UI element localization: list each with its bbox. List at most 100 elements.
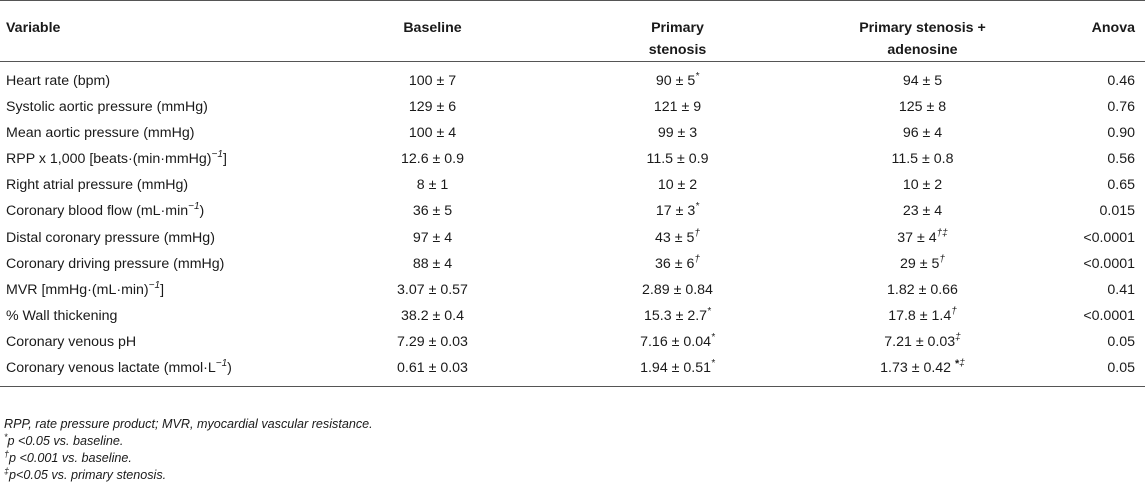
table-row: Right atrial pressure (mmHg) 8 ± 1 10 ± 2 1… (0, 172, 1145, 198)
cell-variable: Distal coronary pressure (mmHg) (0, 224, 310, 250)
cell-variable: Heart rate (bpm) (0, 62, 310, 95)
cell-primary-stenosis: 36 ± 6† (555, 251, 800, 277)
cell-primary-stenosis: 10 ± 2 (555, 172, 800, 198)
footnote-2-mark: † (4, 449, 10, 459)
cell-anova: 0.015 (1099, 203, 1135, 220)
variable-text: Right atrial pressure (mmHg) (6, 177, 189, 194)
table-row: Systolic aortic pressure (mmHg) 129 ± 6 12… (0, 94, 1145, 120)
cell-stenosis-adenosine: 7.21 ± 0.03‡ (800, 329, 1045, 355)
primary-significance-mark: † (694, 227, 700, 239)
cell-variable: Coronary venous lactate (mmol·L−1) (0, 355, 310, 387)
cell-baseline: 38.2 ± 0.4 (400, 307, 464, 324)
cell-baseline: 36 ± 5 (412, 203, 453, 220)
cell-baseline: 97 ± 4 (412, 229, 453, 246)
variable-suffix: ) (199, 203, 205, 220)
header-primary-line2: stenosis (648, 42, 707, 58)
adenosine-value: 125 ± 8 (898, 99, 947, 116)
adenosine-significance-mark: † (951, 305, 957, 317)
primary-value: 15.3 ± 2.7 (644, 307, 708, 324)
cell-primary-stenosis: 11.5 ± 0.9 (555, 146, 800, 172)
table-row: % Wall thickening 38.2 ± 0.4 15.3 ± 2.7* 17… (0, 303, 1145, 329)
cell-stenosis-adenosine: 23 ± 4 (800, 198, 1045, 224)
footnote-abbreviations: RPP, rate pressure product; MVR, myocard… (4, 417, 373, 431)
cell-stenosis-adenosine: 37 ± 4†‡ (800, 224, 1045, 250)
cell-anova: <0.0001 (1083, 307, 1135, 324)
adenosine-significance-mark: ‡ (955, 331, 961, 343)
variable-superscript: −1 (215, 357, 228, 369)
table-row: Mean aortic pressure (mmHg) 100 ± 4 99 ± 3… (0, 120, 1145, 146)
footnote-1-text: p <0.05 vs. baseline. (7, 434, 124, 448)
adenosine-significance-mark: †‡ (936, 227, 948, 239)
variable-suffix: ] (222, 151, 227, 168)
hemodynamics-table: Variable Baseline Primary stenosis Primar… (0, 0, 1145, 387)
cell-variable: Right atrial pressure (mmHg) (0, 172, 310, 198)
variable-text: RPP x 1,000 [beats·(min·mmHg) (6, 151, 212, 168)
primary-value: 99 ± 3 (657, 125, 698, 142)
header-stenosis-adenosine: Primary stenosis + adenosine (800, 1, 1045, 62)
cell-baseline: 7.29 ± 0.03 (397, 333, 468, 350)
cell-primary-stenosis: 17 ± 3* (555, 198, 800, 224)
cell-baseline: 12.6 ± 0.9 (400, 151, 464, 168)
cell-anova: 0.65 (1107, 177, 1135, 194)
footnote-3: ‡p<0.05 vs. primary stenosis. (4, 467, 373, 484)
header-anova: Anova (1091, 20, 1135, 36)
cell-primary-stenosis: 2.89 ± 0.84 (555, 277, 800, 303)
footnote-2-text: p <0.001 vs. baseline. (9, 451, 132, 465)
header-primary-stenosis: Primary stenosis (555, 1, 800, 62)
table-row: MVR [mmHg·(mL·min)−1] 3.07 ± 0.57 2.89 ± 0… (0, 277, 1145, 303)
variable-text: Systolic aortic pressure (mmHg) (6, 99, 208, 116)
table-header-row: Variable Baseline Primary stenosis Primar… (0, 0, 1145, 62)
cell-baseline: 100 ± 4 (408, 125, 457, 142)
variable-text: Coronary driving pressure (mmHg) (6, 255, 225, 272)
cell-primary-stenosis: 43 ± 5† (555, 224, 800, 250)
variable-suffix: ) (227, 359, 232, 376)
cell-variable: % Wall thickening (0, 303, 310, 329)
primary-value: 90 ± 5 (655, 73, 696, 89)
adenosine-value: 17.8 ± 1.4 (888, 307, 952, 324)
adenosine-value: 23 ± 4 (902, 203, 943, 220)
variable-text: Coronary venous pH (6, 333, 137, 350)
header-baseline: Baseline (403, 20, 462, 36)
variable-text: Heart rate (bpm) (6, 73, 111, 89)
variable-text: Coronary venous lactate (mmol·L (6, 359, 216, 376)
table-row: Heart rate (bpm) 100 ± 7 90 ± 5* 94 ± 5 0.46 (0, 62, 1145, 95)
cell-baseline: 0.61 ± 0.03 (397, 359, 468, 376)
adenosine-value: 1.73 ± 0.42 (880, 359, 955, 376)
table-row: Coronary blood flow (mL·min−1) 36 ± 5 17 ±… (0, 198, 1145, 224)
adenosine-significance-mark: ‡ (959, 357, 965, 369)
cell-variable: Mean aortic pressure (mmHg) (0, 120, 310, 146)
cell-variable: MVR [mmHg·(mL·min)−1] (0, 277, 310, 303)
variable-text: Distal coronary pressure (mmHg) (6, 229, 215, 246)
variable-text: Coronary blood flow (mL·min (6, 203, 189, 220)
header-adenosine-line1: Primary stenosis + (859, 20, 986, 36)
cell-stenosis-adenosine: 10 ± 2 (800, 172, 1045, 198)
primary-value: 43 ± 5 (655, 229, 695, 246)
cell-stenosis-adenosine: 1.82 ± 0.66 (800, 277, 1045, 303)
header-variable: Variable (6, 20, 61, 36)
primary-significance-mark: * (695, 71, 700, 82)
adenosine-bold-mark: * (955, 357, 960, 370)
adenosine-value: 29 ± 5 (900, 255, 940, 272)
variable-superscript: −1 (148, 279, 161, 291)
cell-anova: 0.41 (1107, 281, 1135, 298)
adenosine-value: 37 ± 4 (897, 229, 937, 246)
cell-anova: <0.0001 (1083, 229, 1135, 246)
footnote-1-mark: * (4, 432, 8, 442)
variable-text: Mean aortic pressure (mmHg) (6, 125, 195, 142)
cell-baseline: 8 ± 1 (416, 177, 449, 194)
primary-value: 121 ± 9 (653, 99, 702, 116)
primary-value: 1.94 ± 0.51 (640, 359, 711, 376)
cell-baseline: 129 ± 6 (408, 99, 457, 116)
cell-anova: 0.05 (1107, 333, 1135, 350)
adenosine-significance-mark: † (939, 253, 945, 265)
header-adenosine-line2: adenosine (887, 42, 958, 58)
table-row: RPP x 1,000 [beats·(min·mmHg)−1] 12.6 ± 0… (0, 146, 1145, 172)
primary-value: 11.5 ± 0.9 (646, 151, 709, 168)
primary-value: 7.16 ± 0.04 (640, 333, 711, 350)
cell-anova: 0.90 (1107, 125, 1135, 142)
cell-stenosis-adenosine: 125 ± 8 (800, 94, 1045, 120)
variable-text: % Wall thickening (6, 307, 118, 324)
cell-baseline: 3.07 ± 0.57 (397, 281, 468, 298)
cell-stenosis-adenosine: 96 ± 4 (800, 120, 1045, 146)
